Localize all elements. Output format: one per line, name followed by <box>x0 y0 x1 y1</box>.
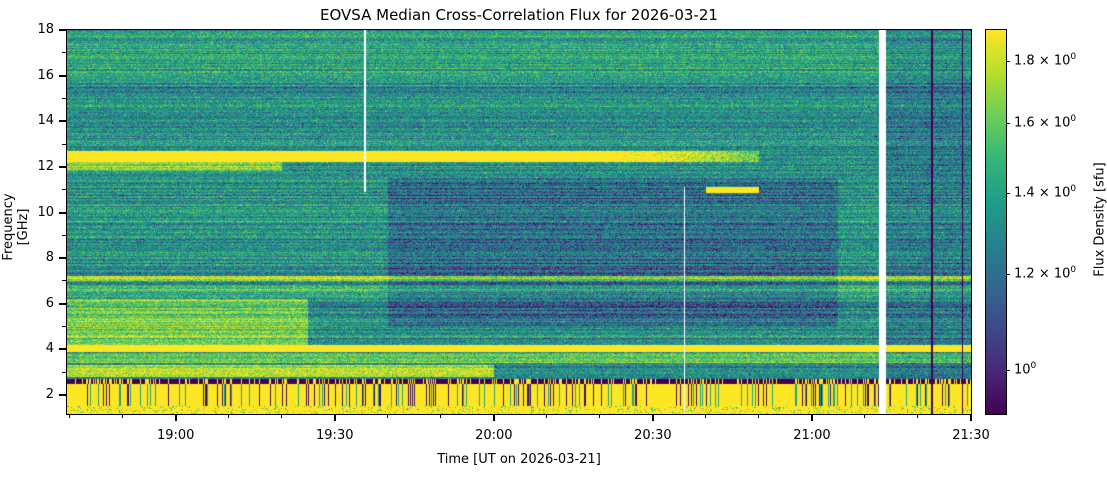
x-minor-tick <box>917 414 919 418</box>
colorbar-tick-mantissa: 1.8 <box>1014 53 1035 69</box>
y-minor-tick <box>62 371 66 373</box>
x-minor-tick <box>440 414 442 418</box>
colorbar-label: Flux Density [sfu] <box>1092 162 1107 277</box>
y-tick-label: 12 <box>37 158 54 174</box>
y-major-tick <box>59 211 67 214</box>
x-major-tick <box>810 414 813 421</box>
y-major-tick <box>59 165 67 168</box>
x-minor-tick <box>758 414 760 418</box>
x-tick-label: 20:00 <box>475 428 513 443</box>
y-tick-label: 2 <box>45 387 54 403</box>
y-minor-tick <box>62 234 66 236</box>
x-tick-label: 19:30 <box>316 428 354 443</box>
y-minor-tick <box>62 143 66 145</box>
x-major-tick <box>651 414 654 421</box>
y-major-tick <box>59 348 67 351</box>
y-tick-label: 16 <box>37 67 54 83</box>
colorbar-tick-label: 1.2 × 100 <box>1014 265 1077 282</box>
y-major-tick <box>59 120 67 123</box>
colorbar-tick-exponent: 0 <box>1030 361 1037 372</box>
colorbar-tick <box>1006 192 1010 194</box>
colorbar-tick-mantissa: 1.2 <box>1014 266 1035 282</box>
x-minor-tick <box>546 414 548 418</box>
colorbar-tick <box>1006 273 1010 275</box>
y-tick-label: 10 <box>37 204 54 220</box>
x-tick-label: 21:00 <box>793 428 831 443</box>
colorbar-tick-exponent: 0 <box>1070 184 1077 195</box>
x-minor-tick <box>122 414 124 418</box>
y-major-tick <box>59 302 67 305</box>
chart-title: EOVSA Median Cross-Correlation Flux for … <box>320 6 718 24</box>
x-tick-label: 21:30 <box>952 428 990 443</box>
y-axis-label: Frequency [GHz] <box>1 193 31 261</box>
y-major-tick <box>59 257 67 260</box>
colorbar-tick-mantissa: 1.4 <box>1014 185 1035 201</box>
colorbar-tick-exponent: 0 <box>1070 265 1077 276</box>
colorbar-tick-exponent: 0 <box>1070 52 1077 63</box>
x-tick-label: 20:30 <box>634 428 672 443</box>
x-minor-tick <box>387 414 389 418</box>
y-minor-tick <box>62 97 66 99</box>
x-minor-tick <box>69 414 71 418</box>
x-minor-tick <box>599 414 601 418</box>
y-major-tick <box>59 394 67 397</box>
x-minor-tick <box>281 414 283 418</box>
y-minor-tick <box>62 189 66 191</box>
y-tick-label: 6 <box>45 295 54 311</box>
colorbar-tick-mantissa: 1.6 <box>1014 115 1035 131</box>
colorbar <box>985 29 1007 415</box>
spectrogram-plot-area <box>66 29 972 415</box>
y-major-tick <box>59 74 67 77</box>
y-minor-tick <box>62 52 66 54</box>
colorbar-tick-label: 1.4 × 100 <box>1014 184 1077 201</box>
colorbar-tick <box>1006 369 1010 371</box>
y-tick-label: 14 <box>37 113 54 129</box>
y-tick-label: 4 <box>45 341 54 357</box>
colorbar-tick-label: 1.8 × 100 <box>1014 52 1077 69</box>
y-minor-tick <box>62 326 66 328</box>
spectrogram-heatmap <box>67 30 971 414</box>
y-minor-tick <box>62 280 66 282</box>
x-minor-tick <box>705 414 707 418</box>
colorbar-tick-label: 100 <box>1014 361 1037 378</box>
y-tick-label: 8 <box>45 250 54 266</box>
colorbar-tick <box>1006 60 1010 62</box>
x-major-tick <box>333 414 336 421</box>
x-minor-tick <box>864 414 866 418</box>
colorbar-tick-exponent: 0 <box>1070 114 1077 125</box>
x-major-tick <box>492 414 495 421</box>
colorbar-tick-label: 1.6 × 100 <box>1014 114 1077 131</box>
colorbar-tick <box>1006 122 1010 124</box>
y-tick-label: 18 <box>37 22 54 37</box>
x-axis-label: Time [UT on 2026-03-21] <box>437 452 601 467</box>
y-major-tick <box>59 29 67 31</box>
x-major-tick <box>970 414 972 421</box>
x-major-tick <box>174 414 177 421</box>
x-minor-tick <box>228 414 230 418</box>
x-tick-label: 19:00 <box>156 428 195 443</box>
